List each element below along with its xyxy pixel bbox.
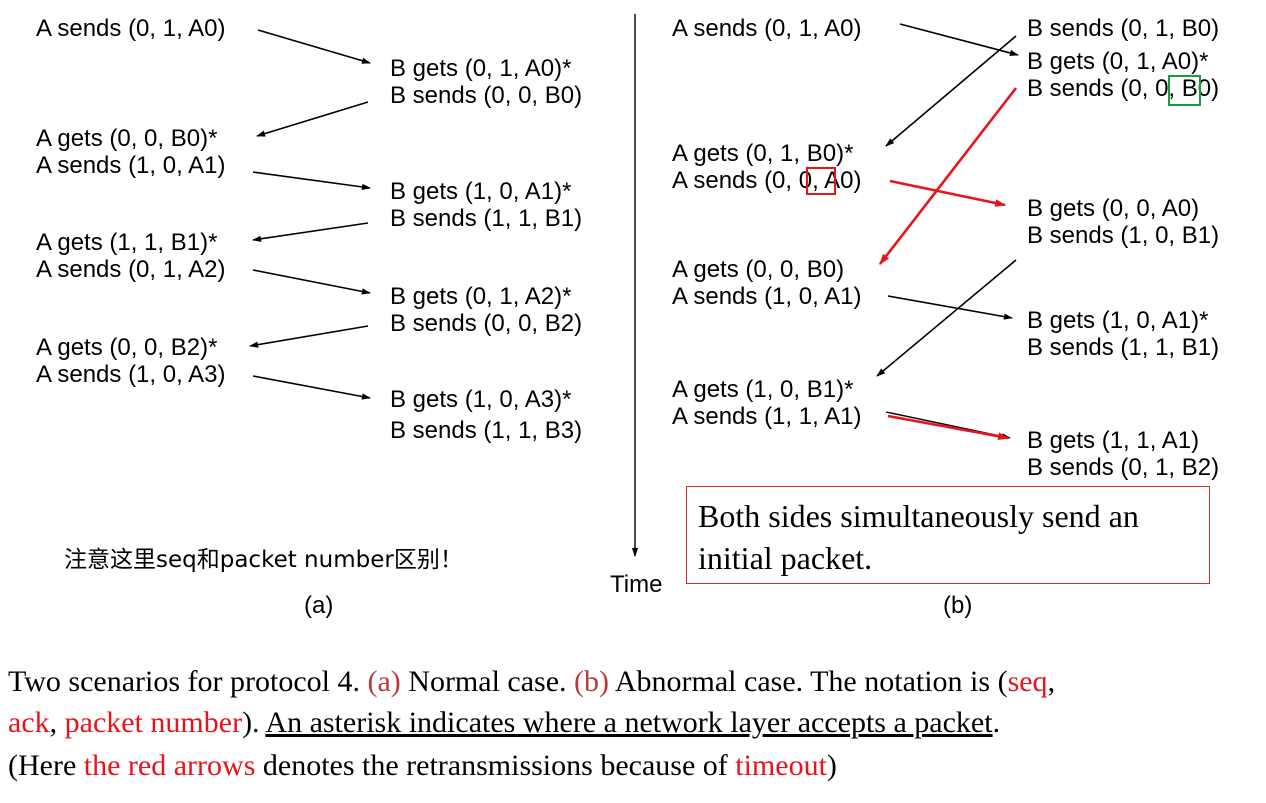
scenario-b-a-label-4: A gets (0, 0, B0): [672, 256, 845, 283]
ack-highlight-box-red: [806, 167, 836, 195]
bottom-line-1-sep: ,: [1047, 665, 1056, 698]
scenario-b-a-label-1: A sends (0, 1, A0): [672, 15, 862, 42]
scenario-b-caption: (b): [943, 592, 973, 619]
scenario-b-arrows: [876, 23, 1019, 441]
arrow-a-a0: [257, 29, 371, 64]
bottom-seq: seq: [1007, 665, 1048, 698]
scenario-a-b-label-8: B sends (1, 1, B3): [390, 417, 583, 444]
bottom-line-1-part3: Abnormal case. The notation is (: [609, 665, 1008, 698]
scenario-b-a-label-3: A sends (0, 0, A0): [672, 167, 862, 194]
bottom-label-b: (b): [574, 665, 610, 698]
bottom-line-3-part3: ): [826, 749, 837, 782]
bottom-line-1-part2: Normal case.: [400, 665, 575, 698]
scenario-b-a-label-5: A sends (1, 0, A1): [672, 283, 862, 310]
scenario-a-b-label-3: B gets (1, 0, A1)*: [390, 178, 572, 205]
arrow-red-b0-retransmit: [878, 87, 1018, 265]
arrow-b-b0-first: [885, 35, 1017, 147]
scenario-b-b-label-5: B sends (1, 0, B1): [1027, 222, 1220, 249]
scenario-a-a-label-5: A sends (0, 1, A2): [36, 256, 226, 283]
scenario-a-caption: (a): [304, 592, 334, 619]
scenario-a-b-label-2: B sends (0, 0, B0): [390, 82, 583, 109]
scenario-a-b-label-5: B gets (0, 1, A2)*: [390, 283, 572, 310]
arrow-a-a2: [252, 269, 371, 295]
scenario-a-b-label-7: B gets (1, 0, A3)*: [390, 386, 572, 413]
arrow-b-b0: [256, 101, 369, 137]
scenario-a-note: 注意这里seq和packet number区别！: [64, 547, 463, 573]
scenario-a-a-label-4: A gets (1, 1, B1)*: [36, 229, 218, 256]
arrow-b-b1: [252, 222, 369, 242]
scenario-b-b-label-2: B gets (0, 1, A0)*: [1027, 48, 1209, 75]
scenario-b-b-label-1: B sends (0, 1, B0): [1027, 15, 1220, 42]
scenario-b-b-label-7: B sends (1, 1, B1): [1027, 334, 1220, 361]
scenario-b-b-label-6: B gets (1, 0, A1)*: [1027, 307, 1209, 334]
bottom-line-1: Two scenarios for protocol 4. (a) Normal…: [8, 662, 1263, 702]
arrow-a-a1-b: [887, 295, 1013, 320]
scenario-b-a-label-7: A sends (1, 1, A1): [672, 403, 862, 430]
scenario-a-a-label-6: A gets (0, 0, B2)*: [36, 334, 218, 361]
arrow-a-a3: [252, 375, 371, 400]
scenario-a-a-label-1: A sends (0, 1, A0): [36, 15, 226, 42]
scenario-b-b-label-3: B sends (0, 0, B0): [1027, 75, 1220, 102]
arrow-red-a0-retransmit: [889, 179, 1007, 207]
bottom-line-2-sep1: ,: [49, 706, 65, 739]
bottom-line-1-part1: Two scenarios for protocol 4.: [8, 665, 368, 698]
bottom-timeout: timeout: [735, 749, 827, 782]
bottom-line-3-part2: denotes the retransmissions because of: [255, 749, 736, 782]
scenario-b-b-label-9: B sends (0, 1, B2): [1027, 454, 1220, 481]
scenario-a-b-label-1: B gets (0, 1, A0)*: [390, 55, 572, 82]
scenario-b-note: Both sides simultaneously send an initia…: [698, 498, 1139, 576]
scenario-b-a-label-6: A gets (1, 0, B1)*: [672, 376, 854, 403]
bottom-line-2-part1: ).: [242, 706, 266, 739]
scenario-a-a-label-2: A gets (0, 0, B0)*: [36, 125, 218, 152]
scenario-b-note-box: [686, 486, 1210, 584]
bottom-red-arrows: the red arrows: [83, 749, 256, 782]
arrow-b-b2: [249, 325, 369, 348]
scenario-a-arrows: [249, 29, 371, 400]
arrow-b-b1-b: [876, 259, 1017, 377]
bottom-line-3: (Here the red arrows denotes the retrans…: [8, 746, 1263, 786]
scenario-a-b-label-4: B sends (1, 1, B1): [390, 205, 583, 232]
scenario-a-a-label-7: A sends (1, 0, A3): [36, 361, 226, 388]
bottom-packet-number: packet number: [64, 706, 243, 739]
scenario-b-b-label-4: B gets (0, 0, A0): [1027, 195, 1200, 222]
arrow-b-a0-first: [899, 23, 1019, 56]
arrow-red-a1-retransmit: [887, 414, 1010, 441]
ack-highlight-box-green: [1168, 75, 1201, 106]
arrow-a-a1: [252, 171, 371, 191]
bottom-label-a: (a): [367, 665, 401, 698]
bottom-line-3-part1: (Here: [8, 749, 84, 782]
scenario-b-b-label-8: B gets (1, 1, A1): [1027, 427, 1200, 454]
bottom-line-2: ack, packet number). An asterisk indicat…: [8, 703, 1263, 743]
scenario-a-b-label-6: B sends (0, 0, B2): [390, 310, 583, 337]
scenario-b-a-label-2: A gets (0, 1, B0)*: [672, 140, 854, 167]
bottom-ack: ack: [8, 706, 50, 739]
scenario-a-a-label-3: A sends (1, 0, A1): [36, 152, 226, 179]
bottom-asterisk-explanation: An asterisk indicates where a network la…: [265, 706, 993, 739]
bottom-line-2-end: .: [992, 706, 1001, 739]
time-label: Time: [610, 571, 663, 598]
